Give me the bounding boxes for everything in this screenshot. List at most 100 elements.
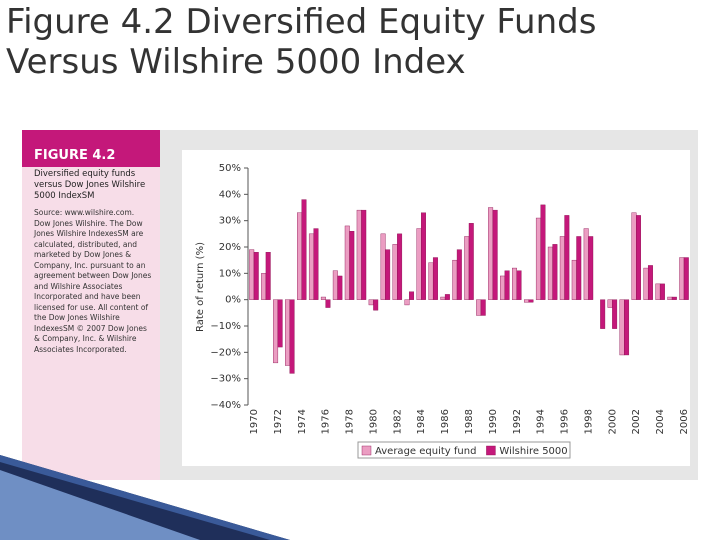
figure-panel: FIGURE 4.2 Diversified equity funds vers… <box>22 130 160 480</box>
x-tick-label: 1996 <box>560 409 571 434</box>
bar <box>297 212 302 300</box>
bar <box>480 299 486 316</box>
bar <box>421 212 426 300</box>
bar <box>320 296 326 300</box>
bar <box>380 233 386 300</box>
bar <box>540 204 546 300</box>
bar <box>385 249 391 300</box>
decor-wedge <box>0 470 200 540</box>
bar <box>500 275 506 300</box>
legend-swatch <box>486 445 496 456</box>
y-tick-label: −20% <box>210 347 241 358</box>
y-tick-label: 10% <box>219 268 241 279</box>
bar <box>313 228 319 300</box>
y-tick-label: 50% <box>219 163 241 174</box>
bar <box>249 249 255 300</box>
bar <box>647 265 653 300</box>
x-tick-label: 1994 <box>536 409 547 434</box>
bar <box>643 267 649 300</box>
bar <box>337 275 343 300</box>
bar <box>265 252 271 300</box>
bar <box>416 228 422 300</box>
bar <box>516 270 522 300</box>
bar <box>392 244 398 300</box>
x-tick-label: 1992 <box>512 409 523 434</box>
x-tick-label: 2002 <box>631 409 642 434</box>
bar <box>476 299 482 316</box>
y-tick-label: −10% <box>210 321 241 332</box>
bar <box>523 299 529 303</box>
title-line: Versus Wilshire 5000 Index <box>6 42 466 82</box>
bar <box>349 230 355 300</box>
x-tick-label: 1976 <box>321 409 332 434</box>
bar <box>428 262 434 300</box>
y-tick-label: −40% <box>210 400 241 411</box>
bar <box>600 299 606 329</box>
panel-caption: Diversified equity funds versus Dow Jone… <box>34 169 146 201</box>
bar <box>588 236 594 300</box>
bar <box>612 299 618 329</box>
bar <box>356 209 362 300</box>
bar <box>631 212 637 300</box>
x-tick-label: 1988 <box>464 409 475 434</box>
panel-heading: FIGURE 4.2 <box>22 130 160 167</box>
x-tick-label: 1980 <box>368 409 379 434</box>
bar <box>452 259 458 300</box>
x-tick-label: 1978 <box>345 409 356 434</box>
bar <box>285 299 291 366</box>
bar <box>655 283 661 300</box>
title-line: Figure 4.2 Diversified Equity Funds <box>6 2 597 42</box>
bar <box>277 299 283 348</box>
bar <box>253 252 259 300</box>
x-tick-label: 2006 <box>679 409 690 434</box>
bar <box>488 207 494 300</box>
bar <box>659 283 665 300</box>
bar <box>289 299 295 374</box>
legend-swatch <box>361 445 372 456</box>
bar <box>571 259 577 300</box>
bar <box>607 299 613 308</box>
bar <box>636 215 641 300</box>
bar <box>535 217 541 300</box>
bar <box>404 299 410 306</box>
bar <box>492 209 498 300</box>
x-tick-label: 1972 <box>273 409 284 434</box>
bar <box>308 233 314 300</box>
y-tick-label: 40% <box>219 189 241 200</box>
bar <box>528 299 534 303</box>
x-tick-label: 1986 <box>440 409 451 434</box>
y-tick-label: 0% <box>225 295 241 306</box>
x-tick-label: 1982 <box>392 409 403 434</box>
bar <box>261 273 267 300</box>
bar <box>679 257 685 300</box>
bar <box>344 225 350 300</box>
y-axis-label: Rate of return (%) <box>195 242 206 332</box>
y-tick-label: 30% <box>219 216 241 227</box>
x-tick-label: 1970 <box>249 409 260 434</box>
bar <box>683 257 689 300</box>
x-tick-label: 1974 <box>297 409 308 434</box>
bar <box>325 299 331 308</box>
decor-wedge <box>0 455 290 540</box>
bar <box>444 294 450 300</box>
bar <box>361 209 367 300</box>
x-tick-label: 1990 <box>488 409 499 434</box>
bar <box>512 267 517 300</box>
bar <box>671 296 677 300</box>
plot-panel <box>182 150 690 466</box>
bar <box>583 228 589 300</box>
bar <box>368 299 374 306</box>
bar <box>464 236 470 300</box>
bar <box>373 299 379 311</box>
bar <box>504 270 510 300</box>
x-tick-label: 1998 <box>583 409 594 434</box>
x-tick-label: 2004 <box>655 409 666 434</box>
bar <box>552 244 558 300</box>
bar <box>559 236 565 300</box>
bar <box>301 199 307 300</box>
legend-label: Wilshire 5000 <box>499 446 567 457</box>
x-tick-label: 2000 <box>607 409 618 434</box>
bar <box>409 291 415 300</box>
